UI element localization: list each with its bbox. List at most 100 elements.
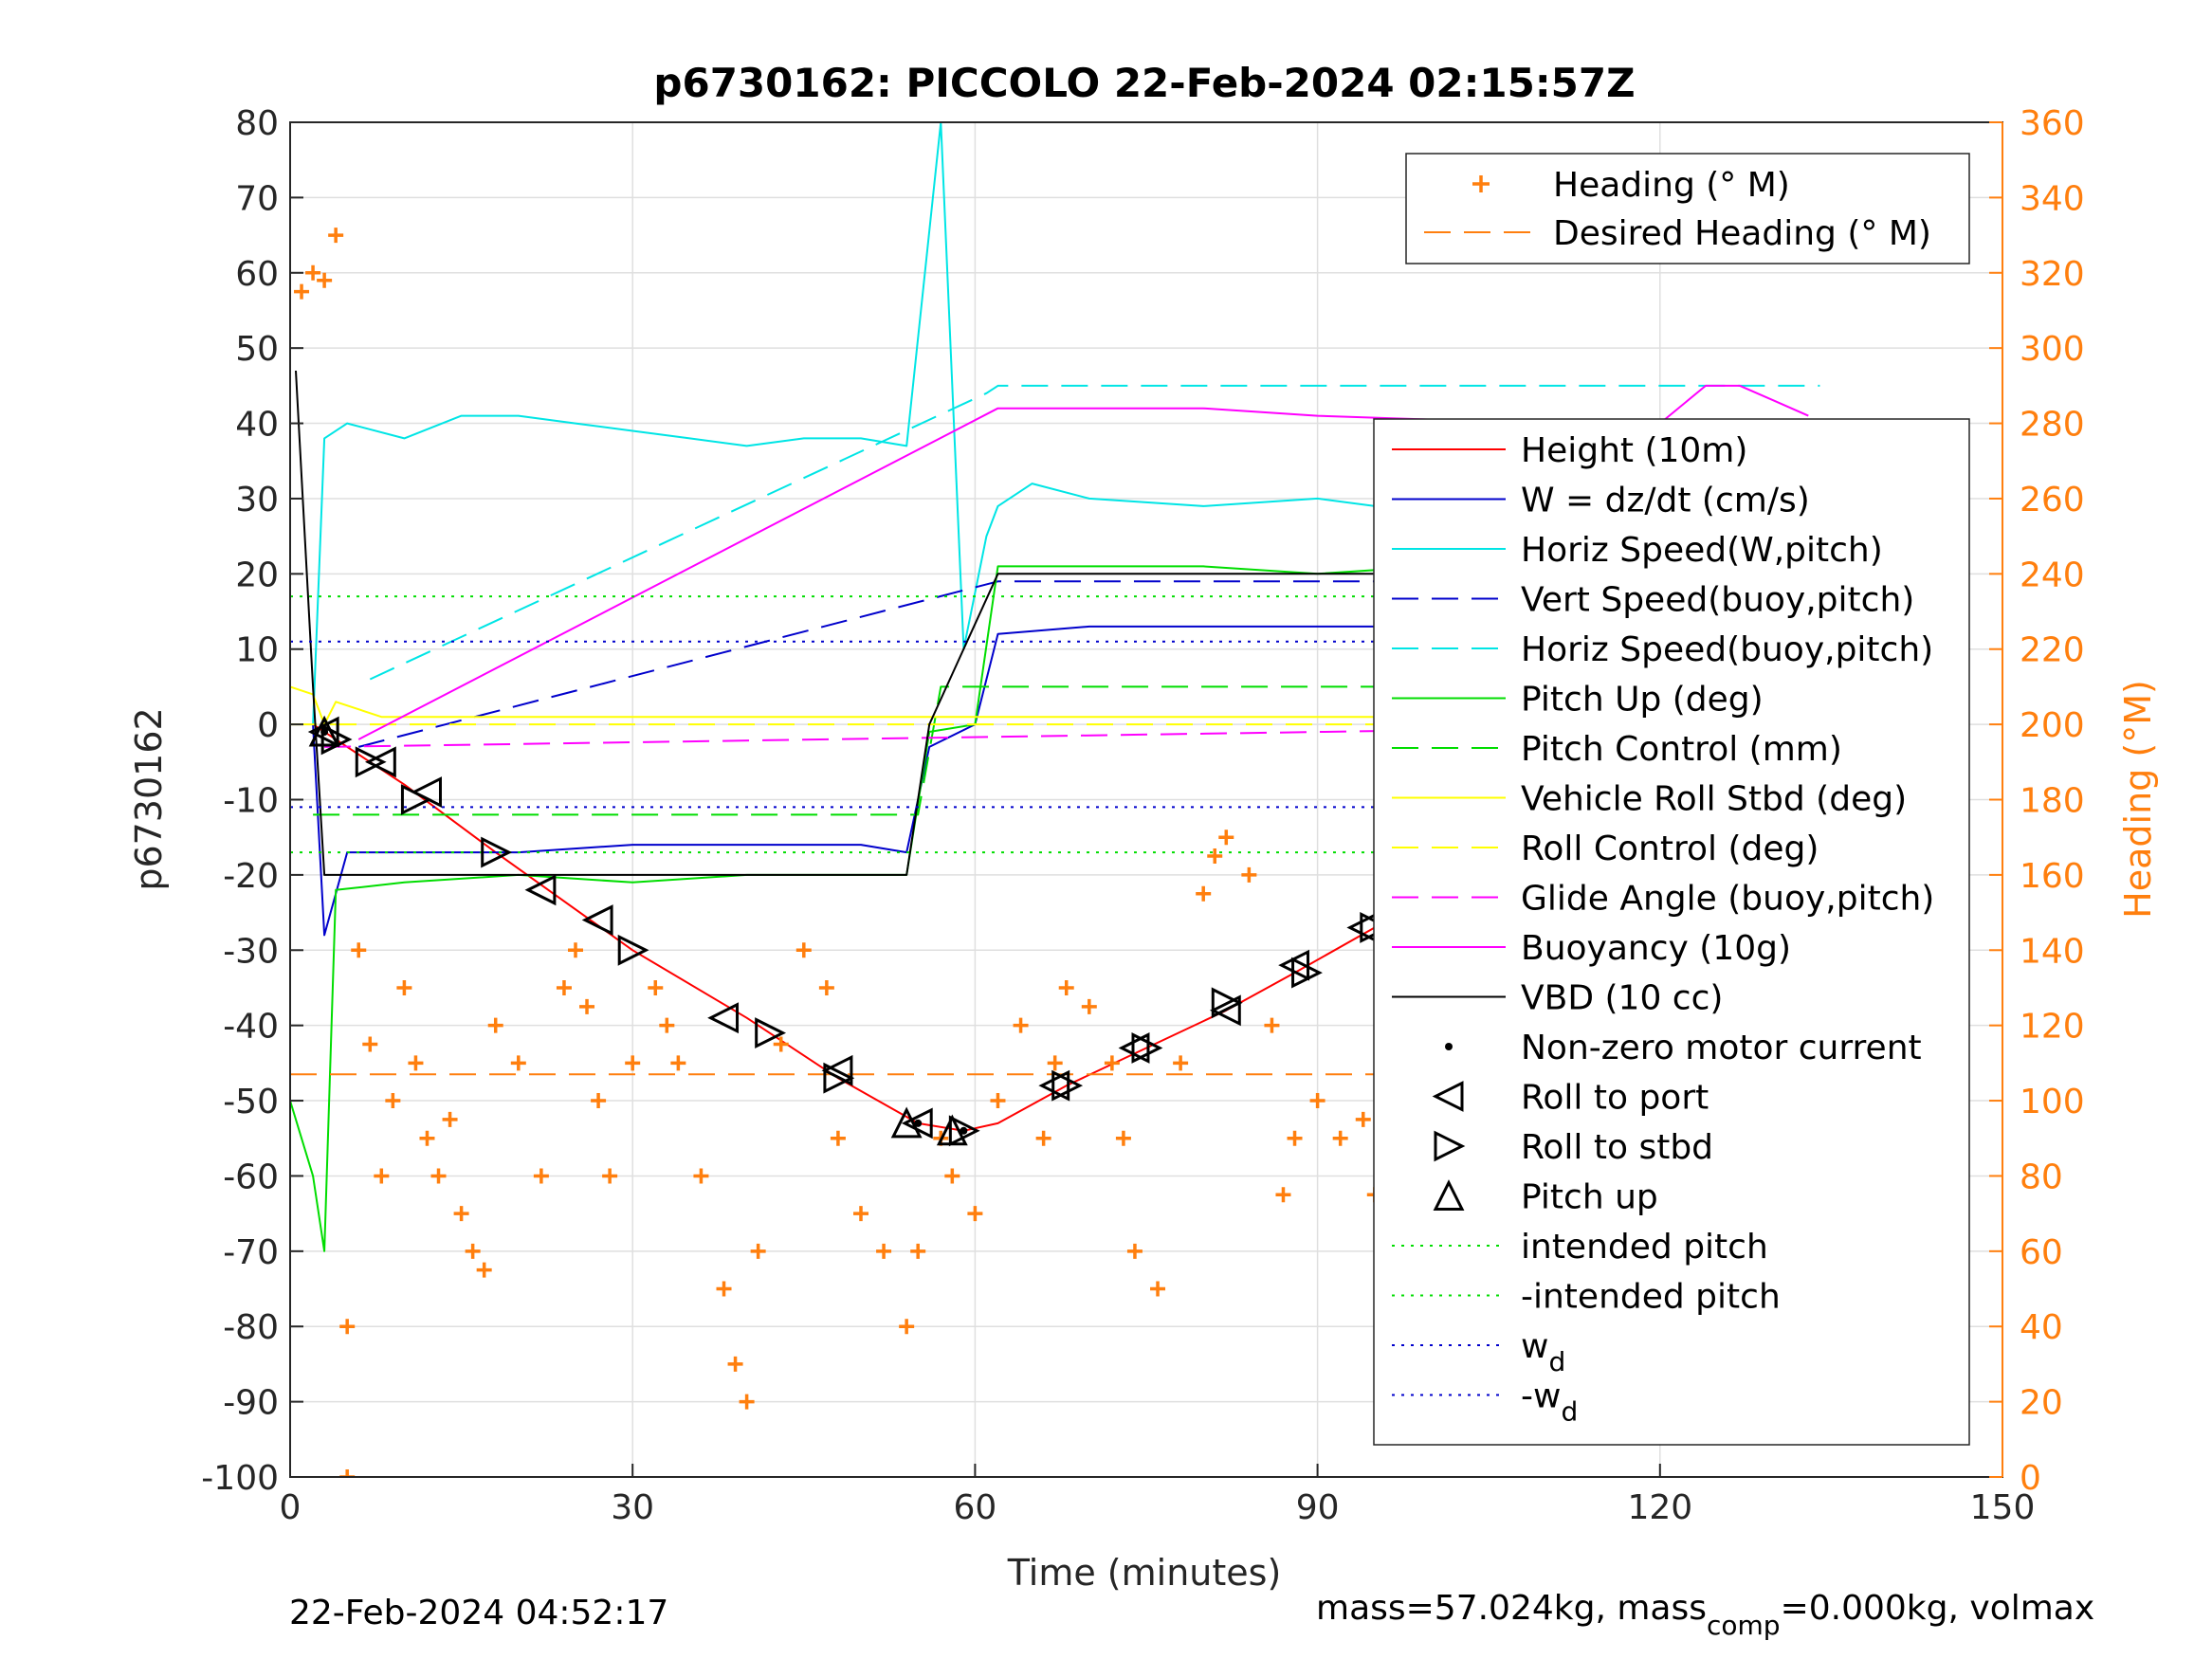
- y2-tick-label: 140: [2020, 932, 2085, 971]
- y-tick-label: -80: [223, 1308, 279, 1347]
- heading-point: [408, 1055, 424, 1071]
- heading-point: [910, 1243, 926, 1259]
- legend-main-label: Pitch up: [1521, 1178, 1658, 1217]
- heading-point: [510, 1055, 526, 1071]
- legend-dot-sample: [1445, 1043, 1453, 1050]
- heading-point: [795, 942, 812, 958]
- roll-to-stbd-marker: [823, 1062, 855, 1094]
- x-tick-label: 150: [1970, 1488, 2036, 1527]
- roll-to-port-marker: [307, 716, 339, 748]
- y2-tick-label: 340: [2020, 179, 2085, 218]
- y2-tick-label: 180: [2020, 782, 2085, 821]
- heading-point: [773, 1036, 789, 1052]
- heading-point: [1013, 1017, 1029, 1033]
- axes-layer: 0 30 60 90 120 15080706050403020100-10-20-30-…: [201, 104, 2084, 1527]
- y-tick-label: 70: [235, 179, 279, 218]
- legend-main-label: intended pitch: [1521, 1228, 1768, 1267]
- y2-tick-label: 200: [2020, 706, 2085, 745]
- roll-to-port-marker: [821, 1054, 853, 1086]
- y-axis-label: p6730162: [128, 707, 170, 890]
- heading-point: [1150, 1281, 1166, 1297]
- y2-tick-label: 80: [2020, 1158, 2063, 1196]
- heading-point: [1264, 1017, 1280, 1033]
- heading-point: [1241, 866, 1257, 883]
- heading-point: [1218, 830, 1234, 846]
- legend-main-label: Roll to stbd: [1521, 1128, 1713, 1167]
- heading-point: [419, 1130, 435, 1146]
- heading-point: [579, 998, 595, 1014]
- footer-mass-suffix: =0.000kg, volmax: [1781, 1589, 2095, 1628]
- roll-to-stbd-marker: [1051, 1069, 1084, 1102]
- heading-point: [591, 1093, 607, 1109]
- horiz-speed-buoy-pitch-line: [369, 384, 1820, 681]
- heading-point: [739, 1394, 755, 1410]
- y2-tick-label: 280: [2020, 406, 2085, 445]
- y-tick-label: 30: [235, 481, 279, 520]
- heading-point: [967, 1206, 983, 1222]
- heading-point: [1035, 1130, 1051, 1146]
- roll-to-port-marker: [524, 874, 557, 906]
- y-tick-label: -20: [223, 857, 279, 896]
- heading-point: [1047, 1055, 1063, 1071]
- y-tick-label: -50: [223, 1083, 279, 1121]
- x-tick-label: 90: [1296, 1488, 1340, 1527]
- y-tick-label: 20: [235, 556, 279, 594]
- legend-plus-sample: [1472, 175, 1490, 192]
- heading-point: [1104, 1055, 1120, 1071]
- y-tick-label: -100: [201, 1459, 279, 1498]
- legend-main-label: wd: [1521, 1327, 1565, 1377]
- y2-tick-label: 260: [2020, 481, 2085, 520]
- motor-current-dot: [320, 728, 329, 737]
- heading-point: [853, 1206, 868, 1222]
- y2-tick-label: 240: [2020, 556, 2085, 594]
- legend-main-label: -wd: [1521, 1377, 1578, 1428]
- heading-point: [430, 1168, 447, 1184]
- y-tick-label: -30: [223, 932, 279, 971]
- legend-main: Height (10m) W = dz/dt (cm/s) Horiz Speed(…: [1373, 418, 1970, 1446]
- heading-point: [317, 272, 333, 288]
- heading-point: [465, 1243, 481, 1259]
- legend-heading-label: Desired Heading (° M): [1553, 214, 1931, 253]
- pitch-up-marker: [936, 1114, 968, 1146]
- heading-point: [453, 1206, 469, 1222]
- x-tick-label: 0: [280, 1488, 302, 1527]
- heading-point: [294, 283, 310, 300]
- legend-triangle-sample: [1433, 1179, 1465, 1211]
- heading-point: [396, 979, 412, 995]
- heading-point: [876, 1243, 892, 1259]
- roll-to-port-marker: [1038, 1069, 1070, 1102]
- legend-main-label: Roll Control (deg): [1521, 830, 1819, 868]
- heading-point: [1058, 979, 1074, 995]
- y2-tick-label: 0: [2020, 1459, 2041, 1498]
- heading-point: [1081, 998, 1097, 1014]
- heading-point: [351, 942, 367, 958]
- heading-point: [1355, 1111, 1371, 1127]
- y-tick-label: 50: [235, 330, 279, 369]
- x-tick-label: 30: [611, 1488, 654, 1527]
- y-tick-label: -40: [223, 1008, 279, 1047]
- heading-point: [1332, 1130, 1348, 1146]
- roll-to-stbd-marker: [400, 784, 432, 815]
- roll-to-stbd-marker: [355, 746, 387, 778]
- chart-title: p6730162: PICCOLO 22-Feb-2024 02:15:57Z: [653, 60, 1635, 106]
- y-tick-label: 80: [235, 104, 279, 143]
- footer-date: 22-Feb-2024 04:52:17: [289, 1594, 668, 1632]
- legend-main-label: Height (10m): [1521, 431, 1747, 470]
- legend-main-label: -intended pitch: [1521, 1278, 1781, 1317]
- y2-tick-label: 320: [2020, 255, 2085, 294]
- y2-tick-label: 60: [2020, 1233, 2063, 1272]
- heading-point: [442, 1111, 458, 1127]
- roll-to-stbd-marker: [617, 934, 649, 966]
- heading-point: [1207, 848, 1223, 865]
- roll-to-port-marker: [1118, 1032, 1150, 1064]
- y-tick-label: 10: [235, 631, 279, 670]
- heading-point: [648, 979, 664, 995]
- heading-point: [1309, 1093, 1325, 1109]
- motor-current-dot: [960, 1126, 968, 1135]
- heading-point: [750, 1243, 766, 1259]
- heading-point: [670, 1055, 686, 1071]
- y2-tick-label: 220: [2020, 631, 2085, 670]
- legend-main-label: Buoyancy (10g): [1521, 929, 1791, 968]
- roll-to-stbd-marker: [1211, 987, 1243, 1019]
